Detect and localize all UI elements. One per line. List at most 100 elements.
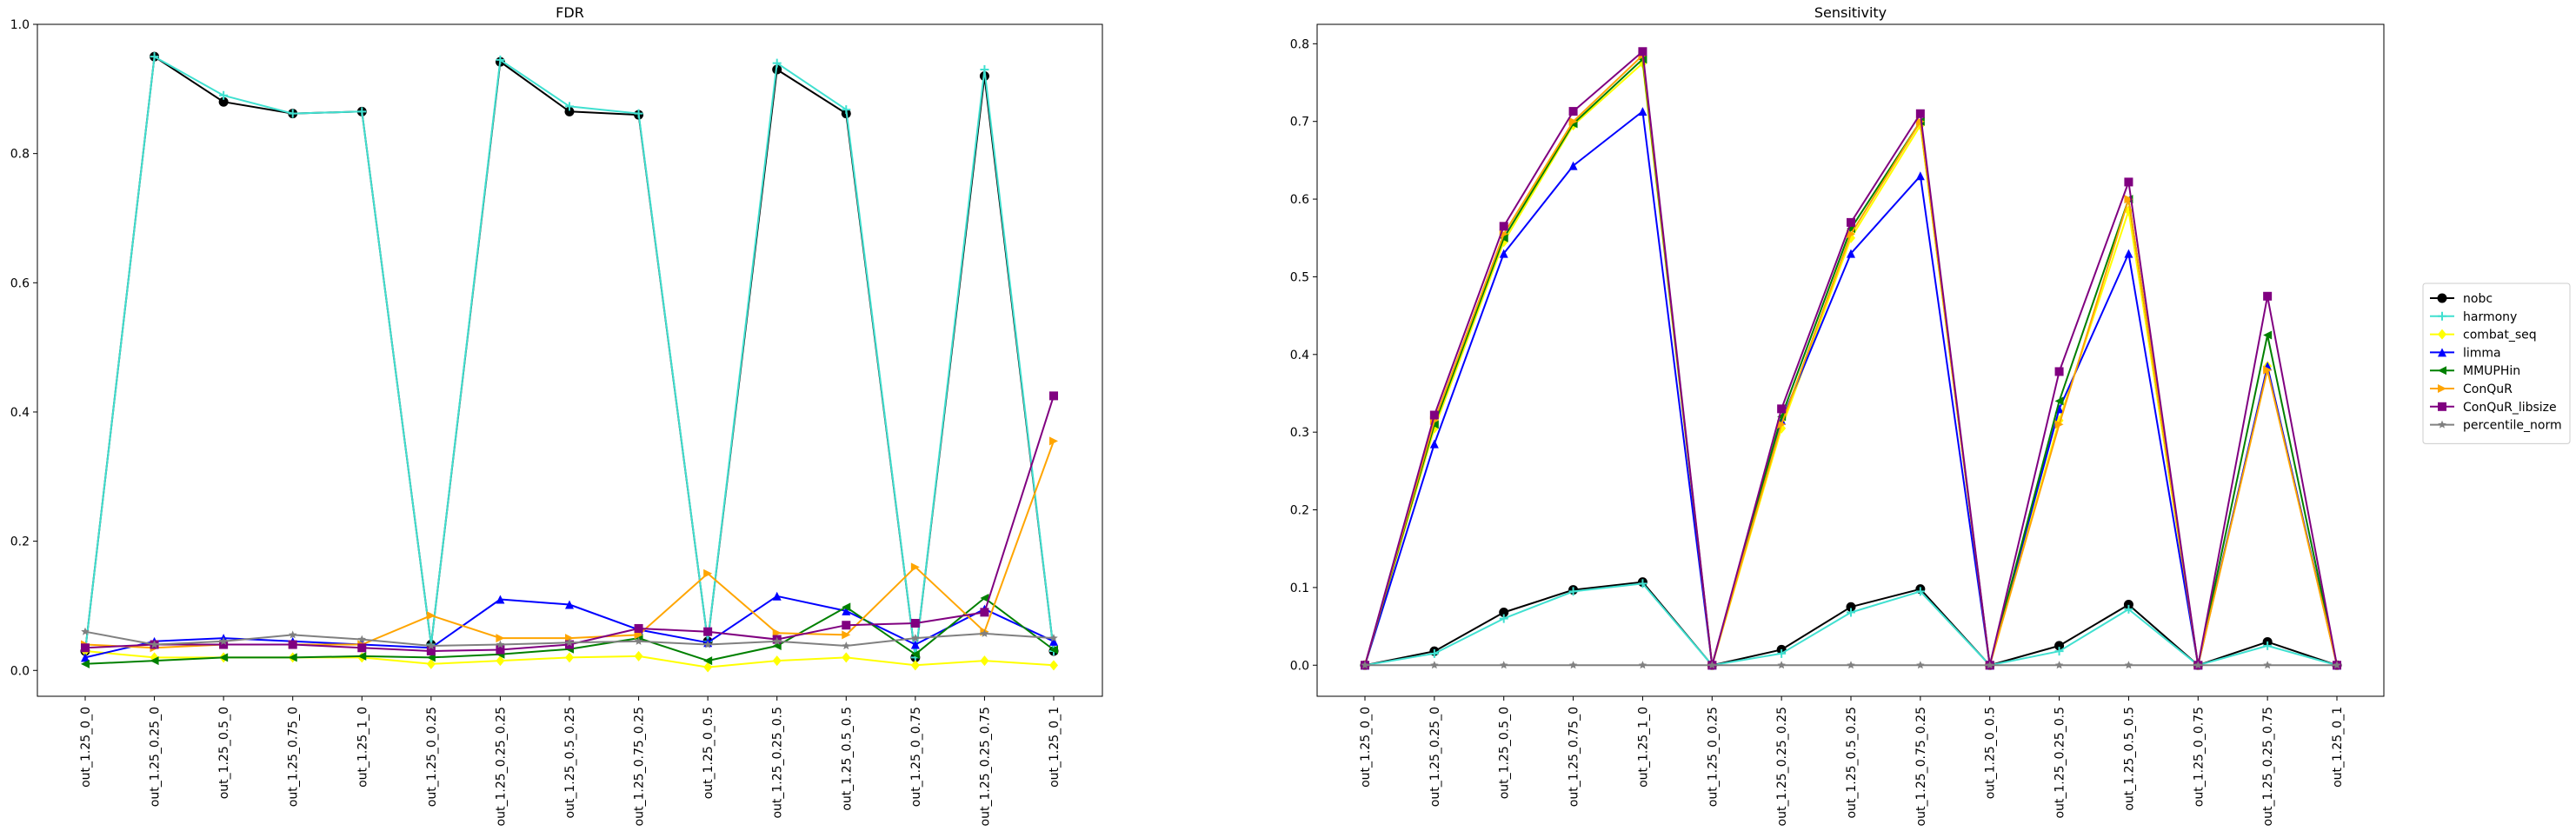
sensitivity-y-tick-label: 0.8 (1290, 37, 1309, 51)
fdr-point-conqur-libsize (910, 619, 920, 628)
fdr-point-percentile-norm (496, 640, 505, 648)
sensitivity-y-tick-label: 0.6 (1290, 193, 1309, 207)
fdr-point-conqur-libsize (81, 643, 90, 653)
fdr-point-harmony (496, 55, 505, 64)
fdr-point-harmony (772, 58, 782, 68)
sensitivity-point-mmuphin (1429, 420, 1439, 429)
fdr-point-conqur-libsize (1049, 391, 1058, 401)
sensitivity-point-conqur (1847, 229, 1855, 239)
fdr-series-percentile-norm (81, 627, 1058, 650)
fdr-point-mmuphin (980, 594, 989, 603)
fdr-point-percentile-norm (219, 636, 228, 645)
legend-entry-nobc: nobc (2430, 292, 2493, 306)
sensitivity-point-percentile-norm (1916, 661, 1925, 669)
fdr-point-conqur-libsize (634, 623, 643, 633)
fdr-point-percentile-norm (150, 640, 159, 648)
fdr-point-limma (842, 606, 851, 615)
sensitivity-x-tick-label: out_1.25_0.25_0.75 (2261, 707, 2275, 826)
fdr-point-percentile-norm (427, 642, 436, 650)
sensitivity-point-percentile-norm (2054, 661, 2064, 669)
fdr-point-combat-seq (980, 655, 989, 667)
sensitivity-point-harmony (1499, 614, 1508, 623)
fdr-y-tick-label: 0.6 (10, 276, 30, 290)
fdr-point-harmony (634, 109, 643, 118)
fdr-x-tick-label: out_1.25_0_0.75 (909, 707, 923, 807)
sensitivity-point-mmuphin (1499, 233, 1508, 243)
sensitivity-x-tick-label: out_1.25_0.5_0.25 (1845, 707, 1859, 819)
sensitivity-point-limma (2124, 249, 2133, 258)
fdr-x-tick-label: out_1.25_0.5_0 (217, 707, 231, 799)
legend-entry-conqur-libsize: ConQuR_libsize (2430, 401, 2557, 415)
sensitivity-y-tick-label: 0.1 (1290, 582, 1309, 595)
fdr-x-tick-label: out_1.25_0.25_0.5 (771, 707, 785, 819)
legend-label-limma: limma (2463, 346, 2501, 360)
sensitivity-point-percentile-norm (1847, 661, 1855, 669)
sensitivity-point-mmuphin (2263, 330, 2273, 340)
legend-marker-conqur-libsize (2438, 402, 2446, 411)
sensitivity-y-tick-label: 0.5 (1290, 270, 1309, 284)
sensitivity-point-conqur (1915, 116, 1925, 126)
fdr-series-harmony (81, 52, 1058, 662)
fdr-point-percentile-norm (81, 627, 90, 635)
legend-label-harmony: harmony (2463, 310, 2517, 324)
fdr-x-tick-label: out_1.25_0_0.25 (425, 707, 439, 807)
sensitivity-y-tick-label: 0.2 (1290, 504, 1309, 518)
fdr-x-tick-label: out_1.25_0_0.5 (702, 707, 716, 799)
legend-label-percentile-norm: percentile_norm (2463, 419, 2562, 433)
fdr-point-conqur (496, 634, 505, 643)
sensitivity-point-conqur-libsize (1568, 107, 1578, 116)
sensitivity-chart-title: Sensitivity (1814, 4, 1887, 21)
legend-marker-harmony (2438, 311, 2446, 321)
fdr-point-conqur-libsize (288, 640, 297, 649)
sensitivity-x-tick-label: out_1.25_0_1 (2331, 707, 2345, 788)
fdr-y-tick-label: 1.0 (10, 18, 30, 32)
legend-label-mmuphin: MMUPHin (2463, 364, 2520, 378)
fdr-y-tick-label: 0.2 (10, 535, 30, 549)
sensitivity-x-tick-label: out_1.25_0_0.75 (2192, 707, 2206, 807)
sensitivity-point-limma (1568, 161, 1578, 170)
fdr-point-harmony (219, 90, 229, 100)
sensitivity-point-harmony (2054, 647, 2064, 656)
sensitivity-x-tick-label: out_1.25_1_0 (1636, 707, 1650, 788)
fdr-point-percentile-norm (980, 628, 989, 637)
sensitivity-point-percentile-norm (1638, 661, 1647, 669)
fdr-point-mmuphin (1049, 645, 1058, 655)
sensitivity-y-tick-label: 0.7 (1290, 116, 1309, 130)
sensitivity-point-percentile-norm (2124, 661, 2133, 669)
sensitivity-point-conqur-libsize (1638, 47, 1647, 57)
legend-label-conqur: ConQuR (2463, 382, 2513, 396)
fdr-x-tick-label: out_1.25_1_0 (356, 707, 369, 788)
sensitivity-point-harmony (1638, 579, 1647, 588)
sensitivity-point-percentile-norm (2193, 661, 2202, 669)
sensitivity-point-conqur (1777, 420, 1787, 429)
sensitivity-point-harmony (1915, 587, 1925, 596)
fdr-x-tick-label: out_1.25_0.25_0 (149, 707, 163, 807)
sensitivity-y-tick-label: 0.0 (1290, 659, 1309, 673)
legend-marker-conqur (2438, 384, 2446, 393)
sensitivity-x-tick-label: out_1.25_0.75_0 (1568, 707, 1581, 807)
fdr-x-tick-label: out_1.25_0.5_0.5 (840, 707, 854, 811)
sensitivity-point-conqur-libsize (1499, 222, 1508, 231)
fdr-point-percentile-norm (357, 635, 366, 643)
sensitivity-x-tick-label: out_1.25_0.5_0.5 (2122, 707, 2136, 811)
fdr-x-tick-label: out_1.25_0.75_0 (287, 707, 301, 807)
fdr-point-limma (772, 591, 782, 601)
sensitivity-point-conqur-libsize (2124, 177, 2133, 187)
sensitivity-point-limma (1499, 249, 1508, 258)
sensitivity-point-conqur (2263, 365, 2273, 375)
sensitivity-point-conqur-libsize (1915, 109, 1925, 118)
fdr-point-conqur-libsize (496, 645, 505, 655)
fdr-point-harmony (842, 105, 851, 115)
legend-marker-combat-seq (2438, 329, 2446, 340)
legend-box (2422, 283, 2571, 444)
sensitivity-x-tick-label: out_1.25_0.75_0.25 (1914, 707, 1928, 826)
fdr-point-combat-seq (634, 650, 643, 661)
fdr-point-conqur (703, 568, 713, 578)
sensitivity-point-harmony (1429, 648, 1439, 658)
sensitivity-x-tick-label: out_1.25_0_0 (1359, 707, 1373, 788)
sensitivity-point-limma (1429, 439, 1439, 449)
sensitivity-point-percentile-norm (1777, 661, 1786, 669)
sensitivity-point-harmony (1847, 608, 1855, 617)
fdr-point-limma (81, 653, 90, 662)
fdr-point-conqur (842, 630, 851, 640)
